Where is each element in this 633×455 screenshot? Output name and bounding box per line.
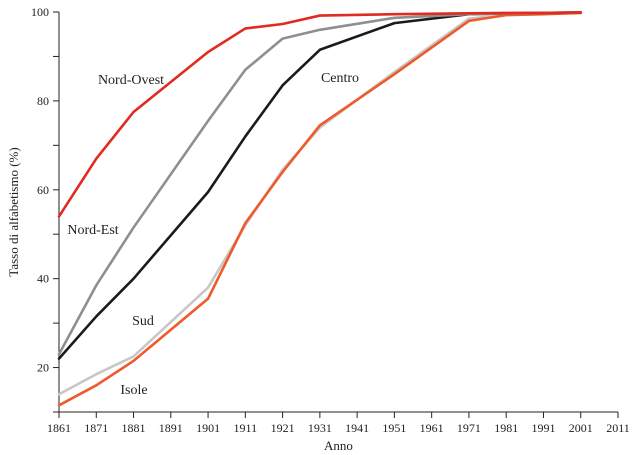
x-tick-label-1891: 1891 [159,421,183,435]
x-tick-label-1861: 1861 [47,421,71,435]
series-line-sud [57,11,583,396]
x-tick-label-1871: 1871 [84,421,108,435]
x-tick-label-1981: 1981 [494,421,518,435]
x-tick-label-1941: 1941 [345,421,369,435]
x-tick-label-1971: 1971 [457,421,481,435]
series-label-sud: Sud [132,314,154,329]
y-axis-title: Tasso di alfabetismo (%) [6,147,21,276]
y-tick-label-20: 20 [37,361,49,375]
axes-layer: 20 40 60 80 100 1861 1871 1881 1891 1901 1911 1921 1… [31,5,630,435]
x-tick-label-1961: 1961 [420,421,444,435]
series-label-nord-est: Nord-Est [67,223,118,238]
series-label-isole: Isole [120,383,147,398]
y-tick-label-40: 40 [37,272,49,286]
x-tick-label-2001: 2001 [569,421,593,435]
series-labels-layer: Nord-Ovest Nord-Est Centro Sud Isole [67,71,359,398]
x-tick-label-1951: 1951 [382,421,406,435]
x-axis-title: Anno [324,438,353,453]
x-tick-label-1991: 1991 [531,421,555,435]
y-tick-label-100: 100 [31,5,49,19]
x-tick-label-1931: 1931 [308,421,332,435]
x-tick-label-2011: 2011 [606,421,630,435]
series-layer [57,11,583,407]
series-line-nord-est [57,11,583,356]
x-tick-label-1881: 1881 [122,421,146,435]
series-line-nord-ovest [57,11,583,218]
y-tick-label-80: 80 [37,94,49,108]
x-tick-label-1911: 1911 [234,421,258,435]
series-label-centro: Centro [321,71,359,86]
x-tick-label-1901: 1901 [196,421,220,435]
y-tick-label-60: 60 [37,183,49,197]
series-line-isole [57,11,583,407]
x-tick-label-1921: 1921 [271,421,295,435]
series-line-centro [57,11,583,360]
series-label-nord-ovest: Nord-Ovest [98,73,164,88]
